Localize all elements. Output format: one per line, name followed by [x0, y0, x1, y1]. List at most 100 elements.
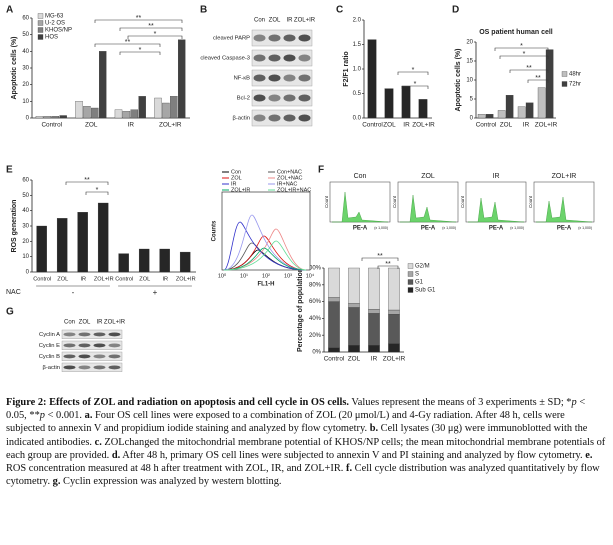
significance-label: *: [412, 67, 415, 74]
blot-band: [253, 34, 266, 42]
bar-segment: [388, 309, 400, 315]
significance-label: *: [414, 81, 417, 88]
blot-band: [283, 54, 296, 62]
y-tick-label: 20: [22, 239, 29, 245]
y-tick-label: 20: [466, 40, 473, 46]
flow-curve: [223, 240, 307, 271]
blot-band: [93, 365, 106, 370]
x-tick-label: 10¹: [240, 273, 248, 279]
figure-caption: Figure 2: Effects of ZOL and radiation o…: [6, 396, 606, 488]
bar: [525, 102, 534, 119]
y-tick-label: 0.5: [353, 91, 362, 97]
caption-text: e.: [585, 449, 593, 461]
legend-label: U-2 OS: [45, 21, 65, 27]
flow-curve: [400, 194, 457, 223]
significance-bracket: [401, 85, 429, 89]
bar: [138, 96, 146, 119]
blot-strip: [61, 340, 123, 351]
blot-band: [78, 354, 91, 359]
y-tick-label: 50: [22, 32, 29, 38]
significance-label: *: [520, 43, 523, 50]
blot-band: [253, 54, 266, 62]
x-tick-label: IR: [80, 276, 86, 282]
x-tick-label: ZOL+IR: [383, 356, 406, 363]
y-tick-label: 0%: [312, 350, 321, 356]
blot-band: [283, 34, 296, 42]
lane-label: IR: [287, 18, 294, 24]
x-tick-label: ZOL+IR: [412, 122, 435, 129]
bar: [97, 202, 109, 273]
caption-text: p: [39, 410, 45, 422]
y-tick-label: 10: [466, 78, 473, 84]
bar-segment: [388, 267, 400, 311]
panel-label: G: [6, 307, 14, 318]
lane-label: IR: [97, 320, 104, 326]
y-tick-label: 60%: [309, 299, 322, 305]
bar: [384, 88, 394, 119]
caption-text: < 0.001.: [44, 410, 85, 422]
caption-text: Cell lysates (30 μg) were immunoblotted …: [6, 423, 588, 448]
y-tick-label: 100%: [306, 266, 322, 272]
panel-label: B: [200, 5, 207, 16]
lane-label: Con: [254, 18, 265, 24]
significance-label: **: [535, 75, 541, 82]
blot-band: [298, 74, 311, 82]
lane-label: Con: [64, 320, 75, 326]
significance-bracket: [119, 51, 161, 55]
legend-swatch: [407, 279, 414, 285]
y-tick-label: 1.5: [353, 42, 362, 48]
blot-band: [63, 343, 76, 348]
legend-swatch: [37, 20, 44, 26]
blot-strip: [61, 351, 123, 362]
row-sign: -: [72, 288, 75, 297]
x-axis-label: FL1-H: [258, 282, 275, 288]
x-axis-unit: (x 1,000): [374, 226, 388, 230]
blot-strip: [61, 329, 123, 340]
row-label: Cyclin A: [39, 332, 60, 338]
bar: [367, 39, 377, 119]
significance-bracket: [397, 71, 429, 75]
caption-text: f.: [346, 463, 353, 475]
y-axis-label: Apoptotic cells (%): [11, 36, 18, 99]
significance-bracket: [94, 43, 161, 47]
blot-strip: [251, 89, 313, 107]
significance-label: *: [154, 31, 157, 38]
bar-segment: [348, 303, 360, 308]
legend-label: G1: [415, 280, 424, 286]
flow-curve: [223, 228, 307, 271]
y-tick-label: 80%: [309, 282, 322, 288]
x-tick-label: ZOL+IR: [176, 276, 196, 282]
y-axis-label: Counts: [212, 220, 218, 241]
row-label: β-actin: [42, 365, 60, 371]
bar: [130, 109, 139, 119]
y-tick-label: 20%: [309, 333, 322, 339]
bar-segment: [348, 267, 360, 304]
significance-bracket: [94, 19, 183, 23]
bar: [517, 106, 526, 119]
panel-label: E: [6, 165, 13, 176]
legend-swatch: [37, 34, 44, 40]
blot-band: [93, 343, 106, 348]
blot-strip: [251, 69, 313, 87]
x-tick-label: 10³: [284, 273, 292, 279]
row-label: NAC: [6, 289, 21, 296]
bar: [59, 115, 67, 119]
x-axis-label: PE-A: [489, 226, 504, 232]
x-tick-label: ZOL: [85, 122, 98, 129]
blot-band: [298, 94, 311, 102]
legend-swatch: [561, 81, 568, 87]
significance-label: **: [84, 177, 90, 184]
flow-title: Con: [354, 173, 367, 180]
y-tick-label: 40%: [309, 316, 322, 322]
panel-label: C: [336, 5, 343, 16]
bar: [485, 114, 494, 119]
lane-label: ZOL: [269, 18, 281, 24]
legend-label: ZOL+NAC: [277, 175, 303, 181]
significance-bracket: [499, 55, 549, 59]
blot-band: [253, 74, 266, 82]
row-sign: +: [153, 288, 158, 297]
legend-label: HOS: [45, 35, 58, 41]
legend-label: 48hr: [569, 72, 581, 78]
blot-band: [268, 54, 281, 62]
